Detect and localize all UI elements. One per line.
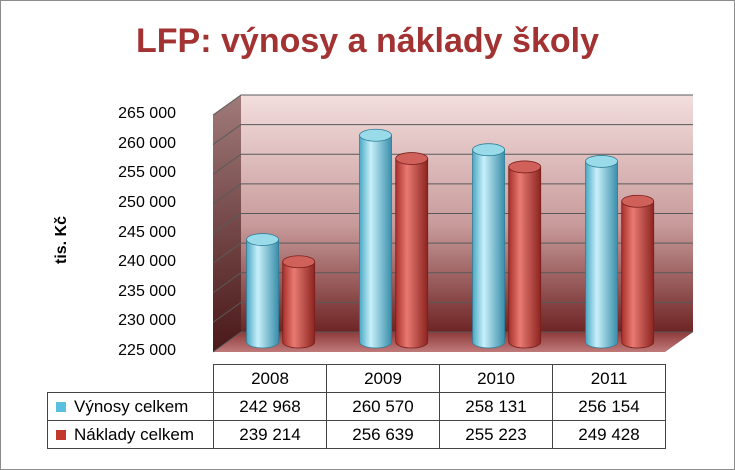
y-tick-label: 265 000 bbox=[118, 105, 176, 122]
gridline bbox=[212, 272, 693, 294]
y-tick-label: 225 000 bbox=[118, 342, 176, 359]
data-value: 260 570 bbox=[326, 392, 440, 421]
category-label: 2010 bbox=[439, 364, 553, 393]
y-tick-label: 255 000 bbox=[118, 164, 176, 182]
legend-swatch bbox=[56, 429, 66, 440]
legend-swatch bbox=[56, 401, 66, 412]
data-value: 249 428 bbox=[552, 420, 666, 449]
y-tick-label: 240 000 bbox=[118, 253, 176, 271]
gridline bbox=[212, 124, 693, 146]
floor bbox=[213, 332, 693, 352]
legend-label: Výnosy celkem bbox=[74, 396, 189, 416]
gridline bbox=[212, 213, 693, 234]
bar-naklady-2008 bbox=[282, 255, 316, 349]
data-value: 258 131 bbox=[439, 392, 553, 421]
y-tick-label: 245 000 bbox=[118, 223, 176, 241]
data-value-text: 239 214 bbox=[239, 424, 301, 444]
data-value: 239 214 bbox=[213, 420, 327, 449]
data-value-text: 256 154 bbox=[578, 396, 640, 416]
gridline bbox=[212, 301, 693, 323]
y-tick-label: 260 000 bbox=[118, 134, 176, 152]
gridline bbox=[212, 242, 693, 264]
legend-label: Náklady celkem bbox=[74, 424, 194, 444]
legend-cell: Náklady celkem bbox=[47, 420, 214, 449]
category-label-text: 2008 bbox=[251, 368, 289, 388]
gridline bbox=[212, 94, 693, 116]
category-label: 2009 bbox=[326, 364, 440, 393]
bar-naklady-2011 bbox=[621, 194, 655, 349]
category-label: 2008 bbox=[213, 364, 327, 393]
y-tick-label: 235 000 bbox=[118, 282, 176, 300]
data-value: 255 223 bbox=[439, 420, 553, 449]
data-value: 256 154 bbox=[552, 392, 666, 421]
chart-title: LFP: výnosy a náklady školy bbox=[136, 22, 599, 60]
data-value-text: 260 570 bbox=[352, 396, 414, 416]
data-value-text: 258 131 bbox=[465, 396, 527, 416]
gridline bbox=[212, 183, 693, 205]
category-label: 2011 bbox=[552, 364, 666, 393]
category-label-text: 2010 bbox=[477, 368, 515, 388]
bar-naklady-2010 bbox=[508, 160, 542, 349]
category-label-text: 2009 bbox=[364, 368, 402, 388]
y-tick-label: 250 000 bbox=[118, 193, 176, 211]
bar-naklady-2009 bbox=[395, 152, 429, 349]
bar-vynosy-2010 bbox=[472, 143, 505, 349]
data-value-text: 256 639 bbox=[352, 424, 414, 444]
y-tick-label: 230 000 bbox=[118, 312, 176, 330]
bar-vynosy-2009 bbox=[359, 128, 392, 349]
data-value: 256 639 bbox=[326, 420, 440, 449]
bar-vynosy-2008 bbox=[246, 233, 279, 349]
category-label-text: 2011 bbox=[590, 368, 628, 388]
legend-cell: Výnosy celkem bbox=[47, 392, 214, 421]
gridline bbox=[212, 153, 693, 175]
data-value-text: 249 428 bbox=[578, 424, 640, 444]
bar-vynosy-2011 bbox=[585, 155, 618, 349]
gridline bbox=[212, 331, 693, 353]
data-value: 242 968 bbox=[213, 392, 327, 421]
data-value-text: 242 968 bbox=[239, 396, 301, 416]
data-value-text: 255 223 bbox=[465, 424, 527, 444]
